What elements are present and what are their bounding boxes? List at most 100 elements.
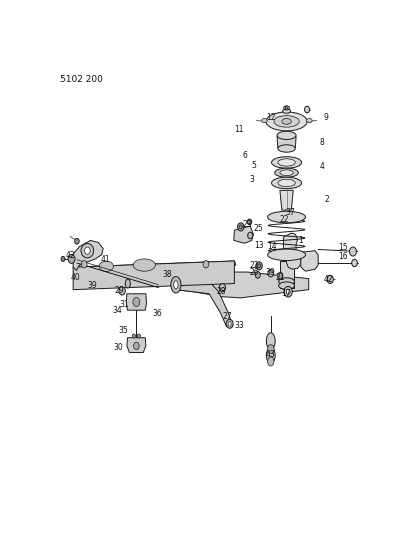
Text: 39: 39 xyxy=(88,281,98,290)
Ellipse shape xyxy=(305,106,310,113)
Text: 5: 5 xyxy=(251,161,256,170)
Ellipse shape xyxy=(81,261,87,268)
Text: 21: 21 xyxy=(275,273,285,282)
Text: 42: 42 xyxy=(66,251,76,260)
Text: 37: 37 xyxy=(286,208,295,217)
Text: 39: 39 xyxy=(265,268,275,277)
Ellipse shape xyxy=(268,249,306,261)
Text: 4: 4 xyxy=(319,161,324,171)
Text: 16: 16 xyxy=(338,252,348,261)
Text: 6: 6 xyxy=(242,151,247,160)
Text: 22: 22 xyxy=(250,261,259,270)
Ellipse shape xyxy=(125,279,131,288)
Text: 3: 3 xyxy=(250,175,255,184)
Text: 12: 12 xyxy=(266,113,275,122)
Text: 2: 2 xyxy=(324,195,329,204)
Ellipse shape xyxy=(132,334,135,338)
Ellipse shape xyxy=(272,157,302,168)
Text: 28: 28 xyxy=(216,287,226,296)
Text: 43: 43 xyxy=(265,350,275,359)
Ellipse shape xyxy=(239,225,242,229)
Text: 35: 35 xyxy=(118,326,128,335)
Ellipse shape xyxy=(174,281,178,289)
Ellipse shape xyxy=(68,254,75,263)
Polygon shape xyxy=(176,274,233,327)
Ellipse shape xyxy=(268,270,274,277)
Ellipse shape xyxy=(75,238,79,244)
Ellipse shape xyxy=(283,109,290,113)
Ellipse shape xyxy=(84,247,90,254)
Ellipse shape xyxy=(99,261,113,271)
Ellipse shape xyxy=(262,118,267,123)
Ellipse shape xyxy=(279,278,295,285)
Ellipse shape xyxy=(285,107,288,109)
Ellipse shape xyxy=(278,159,295,166)
Ellipse shape xyxy=(228,321,231,326)
Ellipse shape xyxy=(282,118,291,124)
Ellipse shape xyxy=(268,357,274,366)
Ellipse shape xyxy=(171,277,181,293)
Polygon shape xyxy=(127,338,146,352)
Ellipse shape xyxy=(247,219,252,225)
Polygon shape xyxy=(284,233,301,269)
Text: 40: 40 xyxy=(71,273,80,282)
Ellipse shape xyxy=(352,260,357,266)
Text: 13: 13 xyxy=(254,241,264,250)
Text: 41: 41 xyxy=(101,255,110,264)
Ellipse shape xyxy=(277,131,296,140)
Ellipse shape xyxy=(278,145,295,152)
Text: 17: 17 xyxy=(281,289,290,298)
Ellipse shape xyxy=(266,112,307,131)
Ellipse shape xyxy=(284,286,292,297)
Text: 27: 27 xyxy=(223,312,233,321)
Ellipse shape xyxy=(203,261,209,268)
Ellipse shape xyxy=(219,284,226,292)
Ellipse shape xyxy=(350,247,357,256)
Text: 23: 23 xyxy=(243,220,253,229)
Ellipse shape xyxy=(255,272,260,278)
Ellipse shape xyxy=(268,211,306,223)
Text: 1: 1 xyxy=(298,236,303,245)
Polygon shape xyxy=(234,226,253,243)
Polygon shape xyxy=(277,136,296,148)
Ellipse shape xyxy=(286,289,290,294)
Ellipse shape xyxy=(267,345,274,354)
Ellipse shape xyxy=(256,262,262,270)
Text: 9: 9 xyxy=(324,113,328,122)
Ellipse shape xyxy=(61,256,65,261)
Polygon shape xyxy=(73,240,103,270)
Text: 26: 26 xyxy=(250,268,259,277)
Text: 8: 8 xyxy=(320,138,325,147)
Ellipse shape xyxy=(278,272,283,279)
Ellipse shape xyxy=(274,116,299,127)
Polygon shape xyxy=(73,261,234,290)
Ellipse shape xyxy=(257,264,261,268)
Ellipse shape xyxy=(248,232,253,239)
Ellipse shape xyxy=(266,333,275,349)
Ellipse shape xyxy=(279,282,295,289)
Text: 15: 15 xyxy=(338,243,348,252)
Ellipse shape xyxy=(278,179,295,187)
Text: 33: 33 xyxy=(235,321,245,330)
Text: 25: 25 xyxy=(254,224,264,232)
Ellipse shape xyxy=(306,118,312,123)
Text: 11: 11 xyxy=(234,125,244,134)
Ellipse shape xyxy=(133,342,139,350)
Ellipse shape xyxy=(133,297,140,306)
Ellipse shape xyxy=(119,287,125,295)
Text: 5102 200: 5102 200 xyxy=(60,75,103,84)
Ellipse shape xyxy=(133,259,155,271)
Ellipse shape xyxy=(284,106,289,110)
Ellipse shape xyxy=(327,276,333,284)
Polygon shape xyxy=(73,261,236,270)
Text: 29: 29 xyxy=(115,286,124,295)
Text: 30: 30 xyxy=(113,343,123,352)
Text: 34: 34 xyxy=(113,306,122,315)
Polygon shape xyxy=(176,272,309,298)
Ellipse shape xyxy=(81,244,94,258)
Ellipse shape xyxy=(137,334,140,338)
Text: 22: 22 xyxy=(279,215,289,224)
Ellipse shape xyxy=(226,319,233,328)
Ellipse shape xyxy=(275,168,298,177)
Ellipse shape xyxy=(266,348,275,363)
